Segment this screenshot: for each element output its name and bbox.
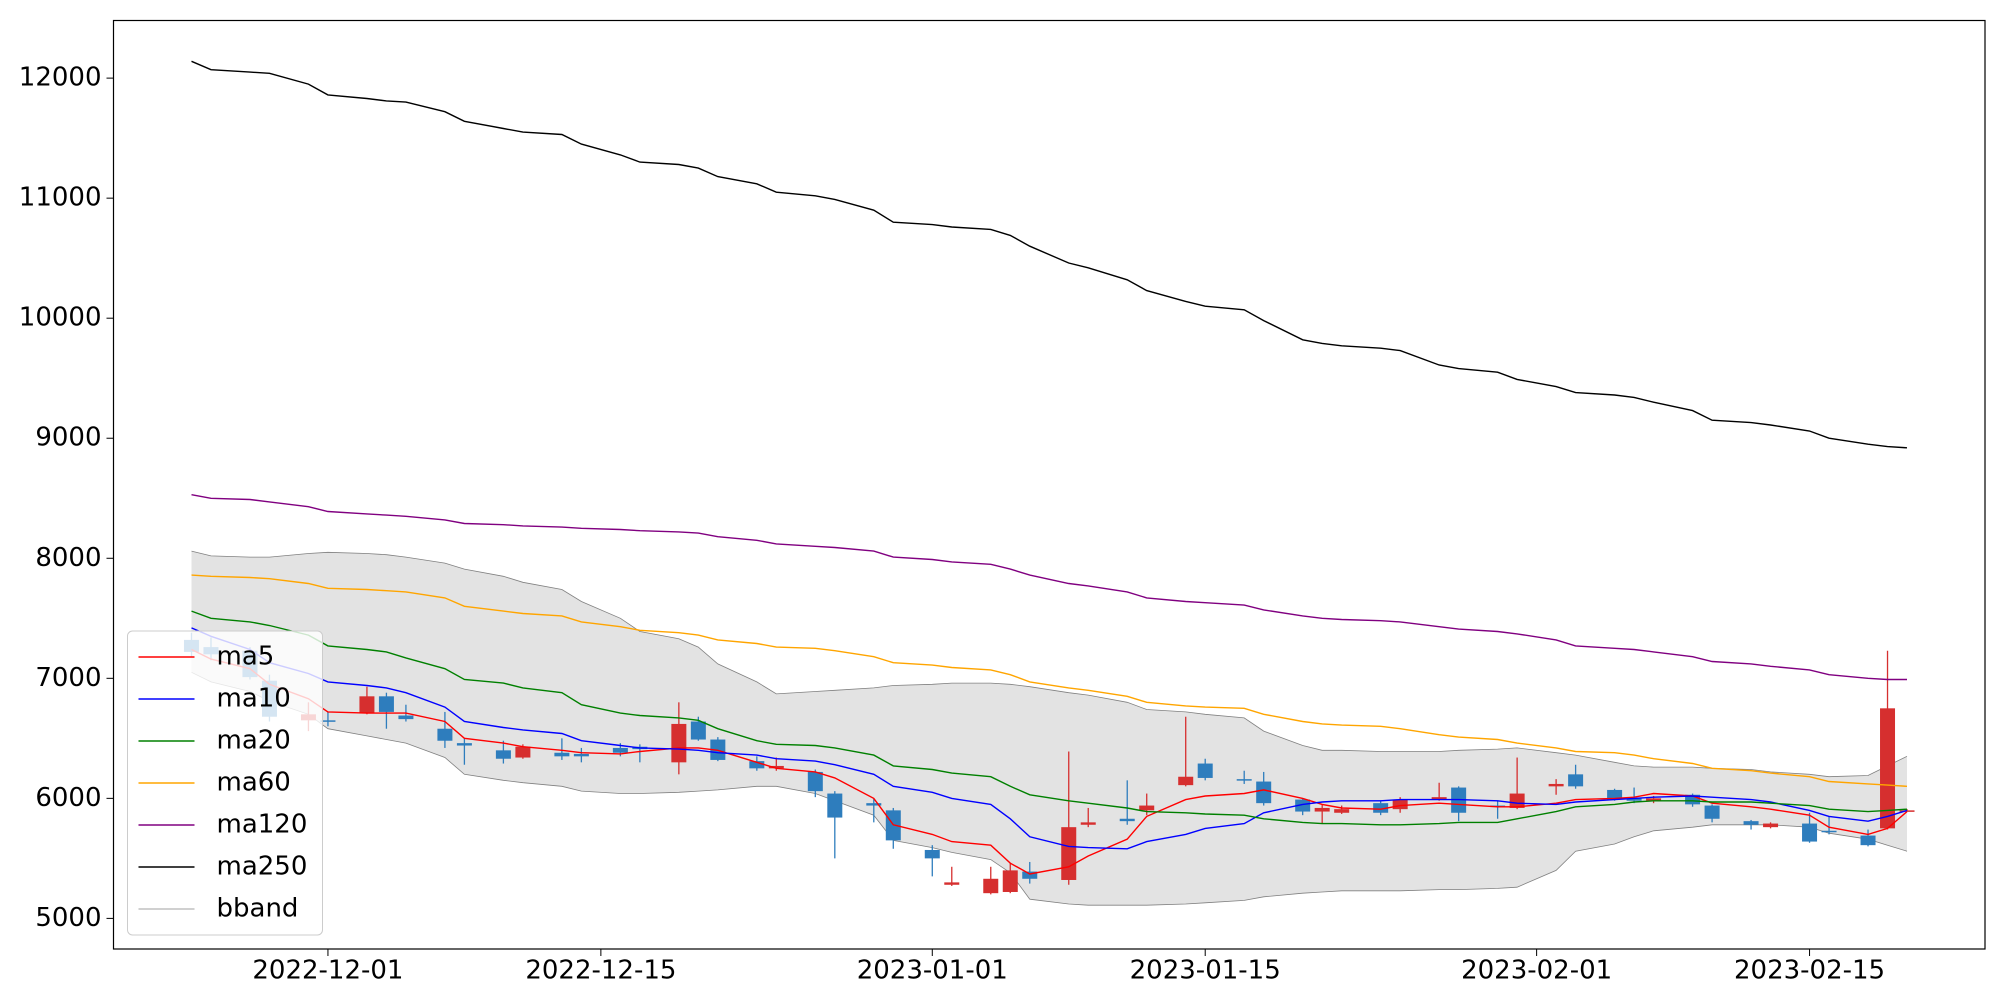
candle-body	[1646, 798, 1662, 801]
candle-body	[1880, 708, 1896, 829]
x-tick-label: 2022-12-15	[525, 956, 676, 986]
candle-body	[398, 715, 414, 720]
candle-body	[1256, 781, 1272, 804]
candle-body	[1197, 763, 1213, 778]
legend-label: ma10	[217, 684, 291, 714]
legend-label: bband	[217, 894, 299, 924]
candle-body	[515, 746, 531, 758]
candle-body	[1334, 809, 1350, 813]
band-upper	[191, 550, 1908, 778]
candle-body	[671, 723, 687, 763]
y-tick-label: 9000	[35, 423, 101, 453]
y-tick-label: 5000	[35, 903, 101, 933]
candle-body	[1802, 823, 1818, 842]
candle-body	[1509, 793, 1525, 808]
candle-body	[827, 793, 843, 818]
candle-body	[1392, 799, 1408, 810]
legend-label: ma60	[217, 768, 291, 798]
candle-body	[1568, 774, 1584, 787]
candle-body	[807, 771, 823, 792]
candle-body	[1704, 805, 1720, 819]
candle-body	[1022, 871, 1038, 879]
band-lower	[191, 671, 1908, 906]
candle-body	[1236, 779, 1252, 781]
candle-body	[768, 765, 784, 769]
candle-body	[359, 696, 375, 714]
y-tick-label: 12000	[19, 63, 102, 93]
candle-body	[456, 743, 472, 746]
candle-body	[983, 878, 999, 894]
candle-body	[1061, 827, 1077, 880]
x-tick-label: 2023-02-01	[1461, 956, 1612, 986]
y-tick-label: 7000	[35, 663, 101, 693]
line-series	[191, 494, 1907, 681]
candle-body	[944, 882, 960, 885]
candle-body	[866, 803, 882, 806]
candle-body	[1178, 776, 1194, 786]
line-series	[191, 610, 1908, 826]
x-tick-label: 2023-02-15	[1734, 956, 1885, 986]
candle-body	[1295, 799, 1311, 812]
y-tick-label: 11000	[19, 183, 102, 213]
candle-body	[1002, 870, 1018, 892]
x-tick-label: 2023-01-01	[857, 956, 1008, 986]
candle-body	[1626, 798, 1642, 801]
candle-body	[1431, 797, 1447, 800]
candle-body	[1314, 807, 1330, 812]
candle-body	[320, 720, 336, 722]
candle-body	[749, 761, 765, 769]
candle-body	[378, 696, 394, 712]
candle-body	[1763, 823, 1779, 828]
y-tick-label: 6000	[35, 783, 101, 813]
legend-label: ma250	[217, 852, 308, 882]
candle-body	[1821, 830, 1837, 833]
line-series	[191, 648, 1908, 875]
candle-body	[924, 849, 940, 859]
legend-box	[127, 630, 323, 936]
candle-body	[1119, 818, 1135, 822]
legend-label: ma120	[217, 810, 308, 840]
candle-body	[612, 747, 628, 753]
y-tick-label: 8000	[35, 543, 101, 573]
candle-body	[1139, 805, 1155, 811]
candle-body	[1548, 783, 1564, 787]
candle-body	[495, 750, 511, 759]
x-tick-label: 2023-01-15	[1130, 956, 1281, 986]
candle-body	[1743, 821, 1759, 825]
plot-frame	[112, 19, 1986, 950]
candle-body	[1080, 822, 1096, 825]
line-series	[191, 627, 1908, 850]
candle-body	[690, 721, 706, 740]
legend-label: ma5	[217, 642, 275, 672]
y-tick-label: 10000	[19, 303, 102, 333]
candle-body	[1373, 803, 1389, 813]
candle-body	[437, 728, 453, 741]
line-series	[191, 574, 1908, 787]
band-area	[191, 551, 1907, 906]
legend-label: ma20	[217, 726, 291, 756]
candle-body	[1860, 835, 1876, 846]
x-tick-label: 2022-12-01	[252, 956, 403, 986]
candle-body	[1685, 794, 1701, 805]
candle-body	[573, 753, 589, 757]
candle-body	[554, 752, 570, 757]
line-series	[191, 60, 1908, 449]
candle-body	[1607, 789, 1623, 800]
